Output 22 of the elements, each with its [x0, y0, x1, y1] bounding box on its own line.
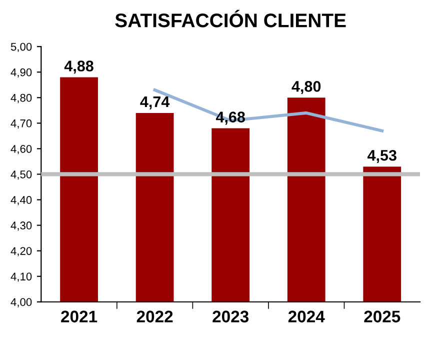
- y-tick-label: 4,10: [10, 272, 32, 282]
- y-tick-label: 5,00: [10, 42, 32, 52]
- y-tick-label: 4,60: [10, 144, 32, 154]
- y-tick-label: 4,00: [10, 298, 32, 308]
- x-tick-label: 2022: [136, 310, 173, 322]
- x-tick-label: 2021: [61, 310, 98, 322]
- x-tick-label: 2025: [364, 310, 400, 322]
- y-tick-label: 4,50: [10, 170, 32, 180]
- y-tick-label: 4,80: [10, 94, 32, 104]
- y-tick-label: 4,30: [10, 222, 32, 231]
- data-label: 4,74: [140, 96, 170, 110]
- y-tick-label: 4,90: [10, 68, 32, 78]
- y-tick-label: 4,40: [10, 196, 32, 206]
- data-label: 4,80: [292, 81, 321, 94]
- y-tick-label: 4,20: [10, 247, 32, 256]
- data-label: 4,53: [367, 150, 396, 163]
- chart-title: SATISFACCIÓN CLIENTE: [115, 10, 346, 28]
- data-label: 4,68: [216, 112, 245, 125]
- y-tick-label: 4,70: [10, 119, 32, 129]
- x-tick-label: 2023: [212, 310, 249, 322]
- data-label: 4,88: [64, 60, 94, 74]
- x-tick-label: 2024: [288, 310, 325, 322]
